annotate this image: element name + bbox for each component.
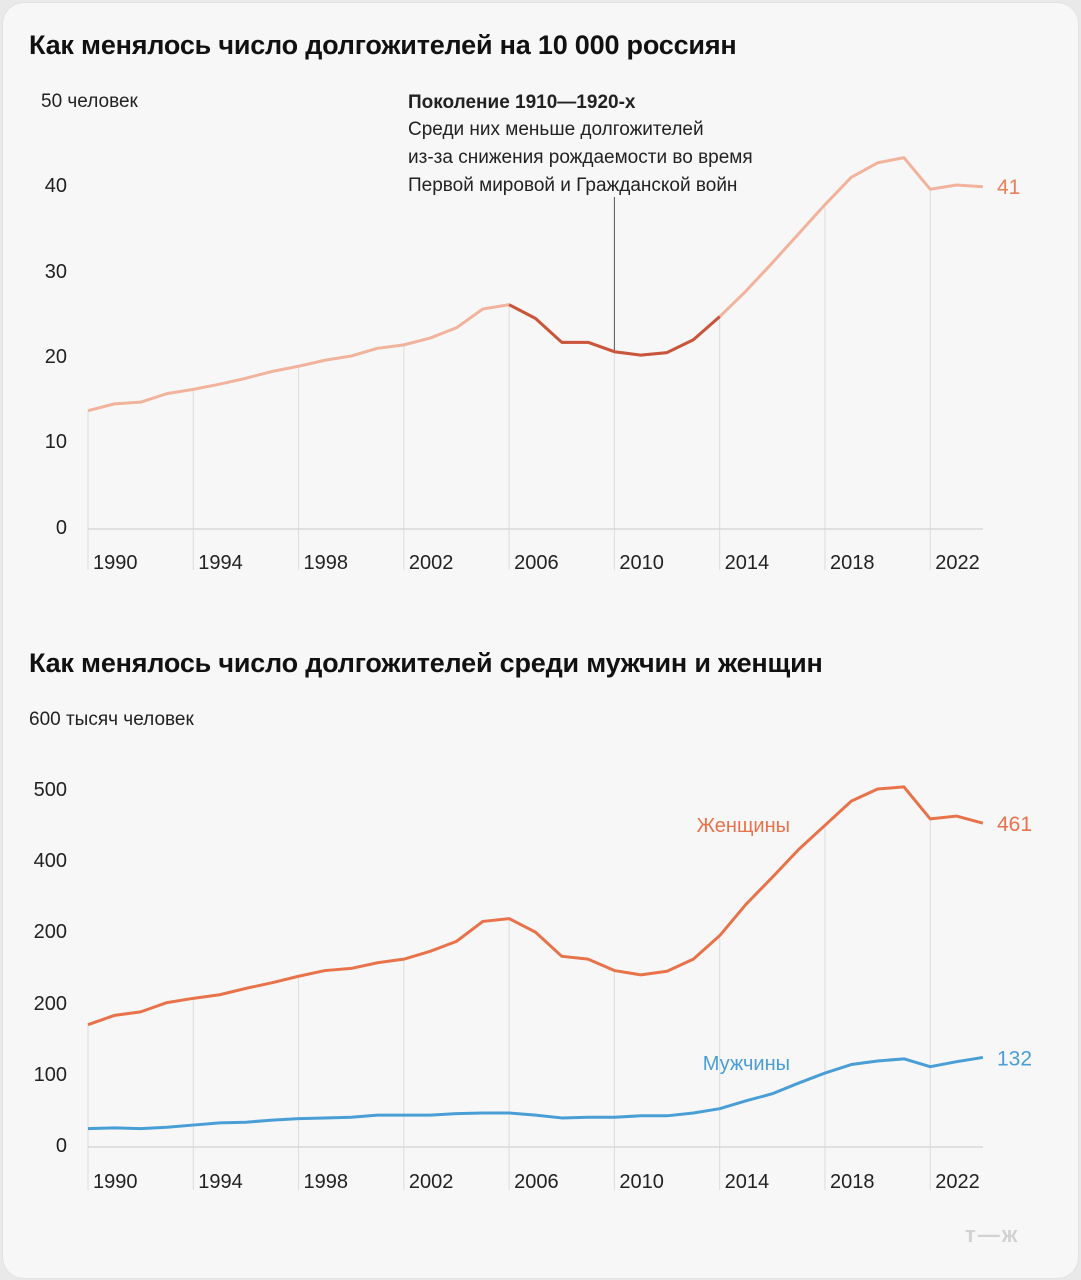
- y-tick-label: 500: [34, 779, 67, 801]
- annotation-text-line: Среди них меньше долгожителей: [408, 119, 704, 140]
- series-label: Мужчины: [703, 1053, 790, 1075]
- annotation-title: Поколение 1910—1920-х: [408, 92, 636, 113]
- x-tick-label: 2022: [935, 1171, 980, 1193]
- x-tick-label: 1998: [304, 552, 349, 574]
- x-tick-label: 2018: [830, 552, 875, 574]
- series-label: Женщины: [697, 815, 790, 837]
- x-tick-label: 1990: [93, 1171, 138, 1193]
- y-tick-label: 100: [34, 1064, 67, 1086]
- end-value-label: 132: [997, 1047, 1032, 1070]
- y-tick-label: 0: [56, 517, 67, 539]
- y-axis-unit-label: 600 тысяч человек: [29, 709, 194, 730]
- y-tick-label: 200: [34, 921, 67, 943]
- x-tick-label: 2014: [725, 552, 770, 574]
- series-highlight-segment: [508, 303, 721, 357]
- x-tick-label: 2002: [409, 552, 454, 574]
- x-tick-label: 1998: [304, 1171, 349, 1193]
- x-tick-label: 2018: [830, 1171, 875, 1193]
- y-tick-label: 10: [45, 431, 67, 453]
- x-tick-label: 1994: [198, 552, 243, 574]
- y-tick-label: 0: [56, 1135, 67, 1157]
- series-line-Мужчины: [87, 1055, 984, 1131]
- x-tick-label: 2006: [514, 552, 559, 574]
- x-tick-label: 2014: [725, 1171, 770, 1193]
- annotation-text-line: из-за снижения рождаемости во время: [408, 147, 753, 168]
- chart-2-title: Как менялось число долгожителей среди му…: [29, 648, 823, 678]
- y-tick-label: 200: [34, 993, 67, 1015]
- chart-1-title: Как менялось число долгожителей на 10 00…: [29, 30, 737, 60]
- y-tick-label: 30: [45, 261, 67, 283]
- annotation-text-line: Первой мировой и Гражданской войн: [408, 175, 737, 196]
- x-tick-label: 2006: [514, 1171, 559, 1193]
- y-axis-unit-label: 50 человек: [41, 91, 139, 112]
- end-value-label: 41: [997, 176, 1020, 199]
- end-value-label: 461: [997, 813, 1032, 836]
- x-tick-label: 2010: [619, 552, 664, 574]
- tzh-logo: т—ж: [965, 1222, 1020, 1247]
- y-tick-label: 20: [45, 346, 67, 368]
- x-tick-label: 1990: [93, 552, 138, 574]
- x-tick-label: 2010: [619, 1171, 664, 1193]
- y-tick-label: 40: [45, 175, 67, 197]
- y-tick-label: 400: [34, 850, 67, 872]
- x-tick-label: 2002: [409, 1171, 454, 1193]
- x-tick-label: 2022: [935, 552, 980, 574]
- x-tick-label: 1994: [198, 1171, 243, 1193]
- series-line-Женщины: [87, 785, 984, 1027]
